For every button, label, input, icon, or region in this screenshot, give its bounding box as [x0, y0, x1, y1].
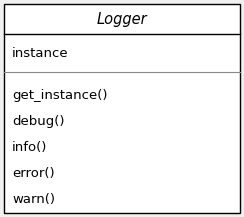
- Text: error(): error(): [12, 167, 55, 180]
- Text: warn(): warn(): [12, 193, 55, 206]
- Text: instance: instance: [12, 47, 69, 60]
- Text: debug(): debug(): [12, 115, 64, 128]
- Text: info(): info(): [12, 141, 47, 154]
- Text: Logger: Logger: [97, 12, 147, 27]
- Text: get_instance(): get_instance(): [12, 89, 108, 102]
